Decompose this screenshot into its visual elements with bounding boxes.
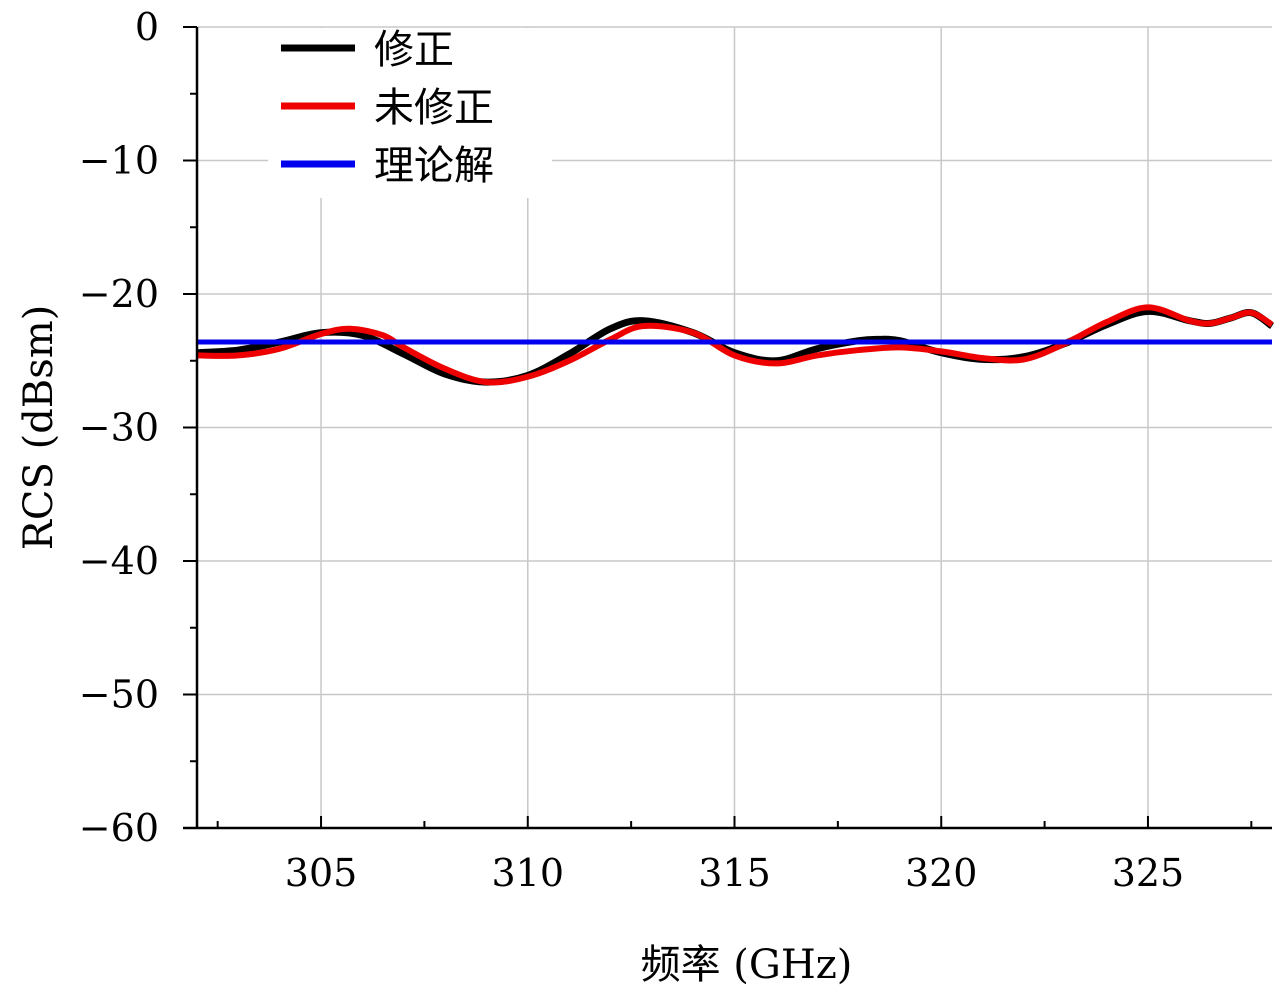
y-tick-label: −40 — [79, 539, 159, 583]
y-tick-label: −60 — [79, 806, 159, 850]
x-tick-label: 325 — [1112, 851, 1185, 895]
y-tick-label: −20 — [79, 272, 159, 316]
x-tick-label: 315 — [698, 851, 771, 895]
y-tick-label: 0 — [135, 5, 159, 49]
x-axis-label: 频率 (GHz) — [641, 942, 853, 988]
x-tick-label: 320 — [905, 851, 978, 895]
y-tick-label: −30 — [79, 406, 159, 450]
legend-background — [268, 28, 552, 198]
x-tick-label: 305 — [285, 851, 358, 895]
legend-label-3: 理论解 — [374, 143, 494, 189]
x-tick-label: 310 — [492, 851, 565, 895]
series-line-1 — [196, 307, 1275, 386]
series-layer — [196, 304, 1275, 386]
series-line-2 — [196, 304, 1274, 386]
y-axis-label: RCS (dBsm) — [16, 305, 62, 551]
y-tick-label: −50 — [79, 673, 159, 717]
legend-label-1: 修正 — [374, 27, 454, 73]
y-tick-label: −10 — [79, 139, 159, 183]
legend-label-2: 未修正 — [374, 85, 494, 131]
ticks-layer: 305 310 315 320 325 0 −10 −20 −30 −40 −50 −60 — [79, 5, 1253, 895]
